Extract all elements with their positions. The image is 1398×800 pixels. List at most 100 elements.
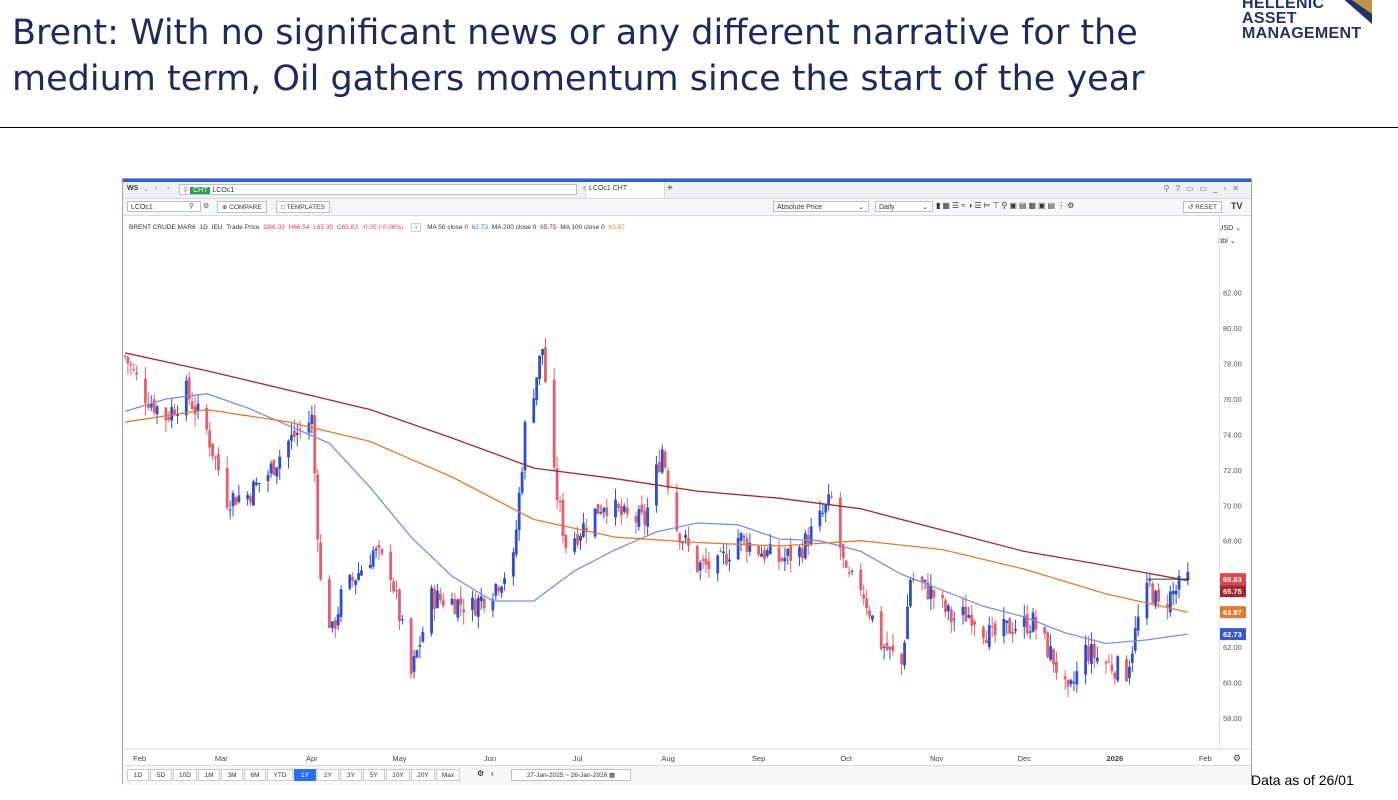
candle-body — [1022, 616, 1026, 627]
candle-body — [961, 606, 965, 616]
candle-body — [576, 534, 579, 545]
workspace-label[interactable]: WS — [127, 185, 139, 192]
candle-body — [357, 573, 360, 580]
candle-body — [882, 647, 886, 649]
candle-body — [602, 507, 606, 513]
range-button-1d[interactable]: 1D — [127, 769, 149, 781]
y-tick-label: 70.00 — [1223, 501, 1242, 510]
candle-body — [1092, 643, 1096, 659]
range-button-1m[interactable]: 1M — [198, 769, 220, 781]
footnote: Data as of 26/01 — [1251, 772, 1354, 788]
candle-body — [678, 533, 682, 543]
candle-body — [1069, 680, 1073, 685]
candle-body — [298, 428, 302, 430]
x-tick-label: Aug — [661, 754, 674, 763]
candle-body — [1171, 590, 1175, 595]
candle-body — [149, 403, 153, 408]
forward-arrow-icon[interactable]: › — [167, 185, 170, 192]
range-button-5y[interactable]: 5Y — [363, 769, 385, 781]
candle-body — [1046, 632, 1050, 658]
candle-body — [786, 549, 790, 556]
candle-body — [920, 576, 924, 583]
candle-body — [476, 597, 480, 617]
candle-body — [1145, 582, 1149, 619]
range-button-5d[interactable]: 5D — [150, 769, 172, 781]
ric-input[interactable]: ⚲ CHT LCOc1 — [179, 184, 577, 195]
workspace-chevron-icon[interactable]: ⌄ — [143, 186, 149, 193]
range-settings-icon[interactable]: ⚙ — [477, 769, 485, 778]
candle-body — [173, 409, 177, 416]
candle-body — [1052, 648, 1055, 665]
settings-icon[interactable]: ⚙ — [203, 203, 210, 210]
range-button-1y[interactable]: 1Y — [294, 769, 316, 781]
candle-body — [579, 535, 582, 541]
y-tick-label: 62.00 — [1223, 643, 1242, 652]
candle-body — [970, 614, 974, 626]
tab-close-chevron-icon[interactable]: ‹ — [583, 185, 585, 192]
tab-chart[interactable]: LCOc1 CHT — [589, 185, 628, 192]
reset-icon: ↺ — [1188, 204, 1194, 211]
candle-body — [395, 590, 398, 592]
legend-collapse-icon[interactable]: ‹ — [411, 223, 422, 232]
candle-body — [742, 536, 746, 538]
price-chart[interactable]: 82.00 80.00 78.00 76.00 74.00 72.00 70.00 68.00… — [123, 215, 1251, 765]
range-button-ytd[interactable]: YTD — [267, 769, 293, 781]
candle-body — [316, 474, 320, 540]
add-tab-button[interactable]: + — [667, 183, 673, 194]
range-button-max[interactable]: Max — [436, 769, 460, 781]
range-button-10y[interactable]: 10Y — [386, 769, 410, 781]
ma100-price-label: 63.97 — [1223, 608, 1242, 617]
range-button-2y[interactable]: 2Y — [317, 769, 339, 781]
templates-button[interactable]: □ TEMPLATES — [276, 201, 330, 213]
chevron-down-icon: ⌄ — [858, 204, 864, 211]
range-button-20y[interactable]: 20Y — [411, 769, 435, 781]
candle-body — [879, 611, 883, 650]
candle-body — [1075, 671, 1079, 685]
range-collapse-icon[interactable]: ‹ — [491, 769, 494, 778]
chart-tools-icon[interactable]: ▮▦☰≈◑☰⊨⊤⚲▣▤▦▣▤⋮⚙ — [936, 201, 1077, 210]
candle-body — [926, 581, 930, 600]
range-button-10d[interactable]: 10D — [173, 769, 197, 781]
candle-body — [479, 596, 483, 602]
symbol-search-icon[interactable]: ⚲ — [189, 203, 195, 210]
window-controls-icon[interactable]: ⚲?▭▭_▫✕ — [1163, 184, 1245, 193]
candle-body — [415, 650, 419, 658]
back-arrow-icon[interactable]: ‹ — [155, 185, 158, 192]
candle-body — [800, 548, 804, 559]
candle-body — [520, 472, 524, 493]
range-button-3y[interactable]: 3Y — [340, 769, 362, 781]
interval-select[interactable]: Daily ⌄ — [875, 201, 933, 212]
candle-body — [885, 642, 889, 651]
y-tick-label: 60.00 — [1223, 678, 1242, 687]
legend-open: O66.03 — [263, 224, 285, 231]
candle-body — [681, 541, 685, 543]
candle-body — [1128, 666, 1131, 679]
axis-settings-icon[interactable]: ⚙ — [1233, 753, 1241, 763]
y-tick-label: 80.00 — [1223, 324, 1242, 333]
candle-body — [436, 590, 439, 609]
candle-body — [888, 647, 892, 649]
logo-line-2: ASSET — [1242, 10, 1297, 27]
candle-body — [1113, 672, 1117, 679]
symbol-input[interactable]: LCOc1 — [127, 201, 201, 212]
candle-body — [430, 587, 433, 634]
range-button-3m[interactable]: 3M — [221, 769, 243, 781]
x-tick-label: 2026 — [1106, 754, 1123, 763]
compare-button[interactable]: ⊕ COMPARE — [217, 201, 267, 213]
range-button-6m[interactable]: 6M — [244, 769, 266, 781]
legend-interval: 1D — [199, 224, 208, 231]
logo-line-1: HELLENIC — [1242, 0, 1325, 12]
price-type-select[interactable]: Absolute Price ⌄ — [773, 201, 869, 212]
templates-label: TEMPLATES — [286, 204, 325, 211]
candle-body — [1011, 631, 1015, 634]
candle-body — [552, 379, 556, 468]
currency-selector[interactable]: USD ⌄ bbl ⌄ — [1218, 225, 1241, 245]
reset-button[interactable]: ↺ RESET — [1183, 201, 1222, 213]
candle-body — [783, 557, 787, 562]
date-range-input[interactable]: 27-Jan-2025 ~ 26-Jan-2026 ▦ — [511, 769, 631, 781]
candle-body — [640, 504, 644, 513]
candle-body — [412, 656, 416, 672]
candle-body — [327, 579, 331, 628]
ric-value: LCOc1 — [212, 187, 235, 194]
candle-body — [906, 606, 909, 640]
